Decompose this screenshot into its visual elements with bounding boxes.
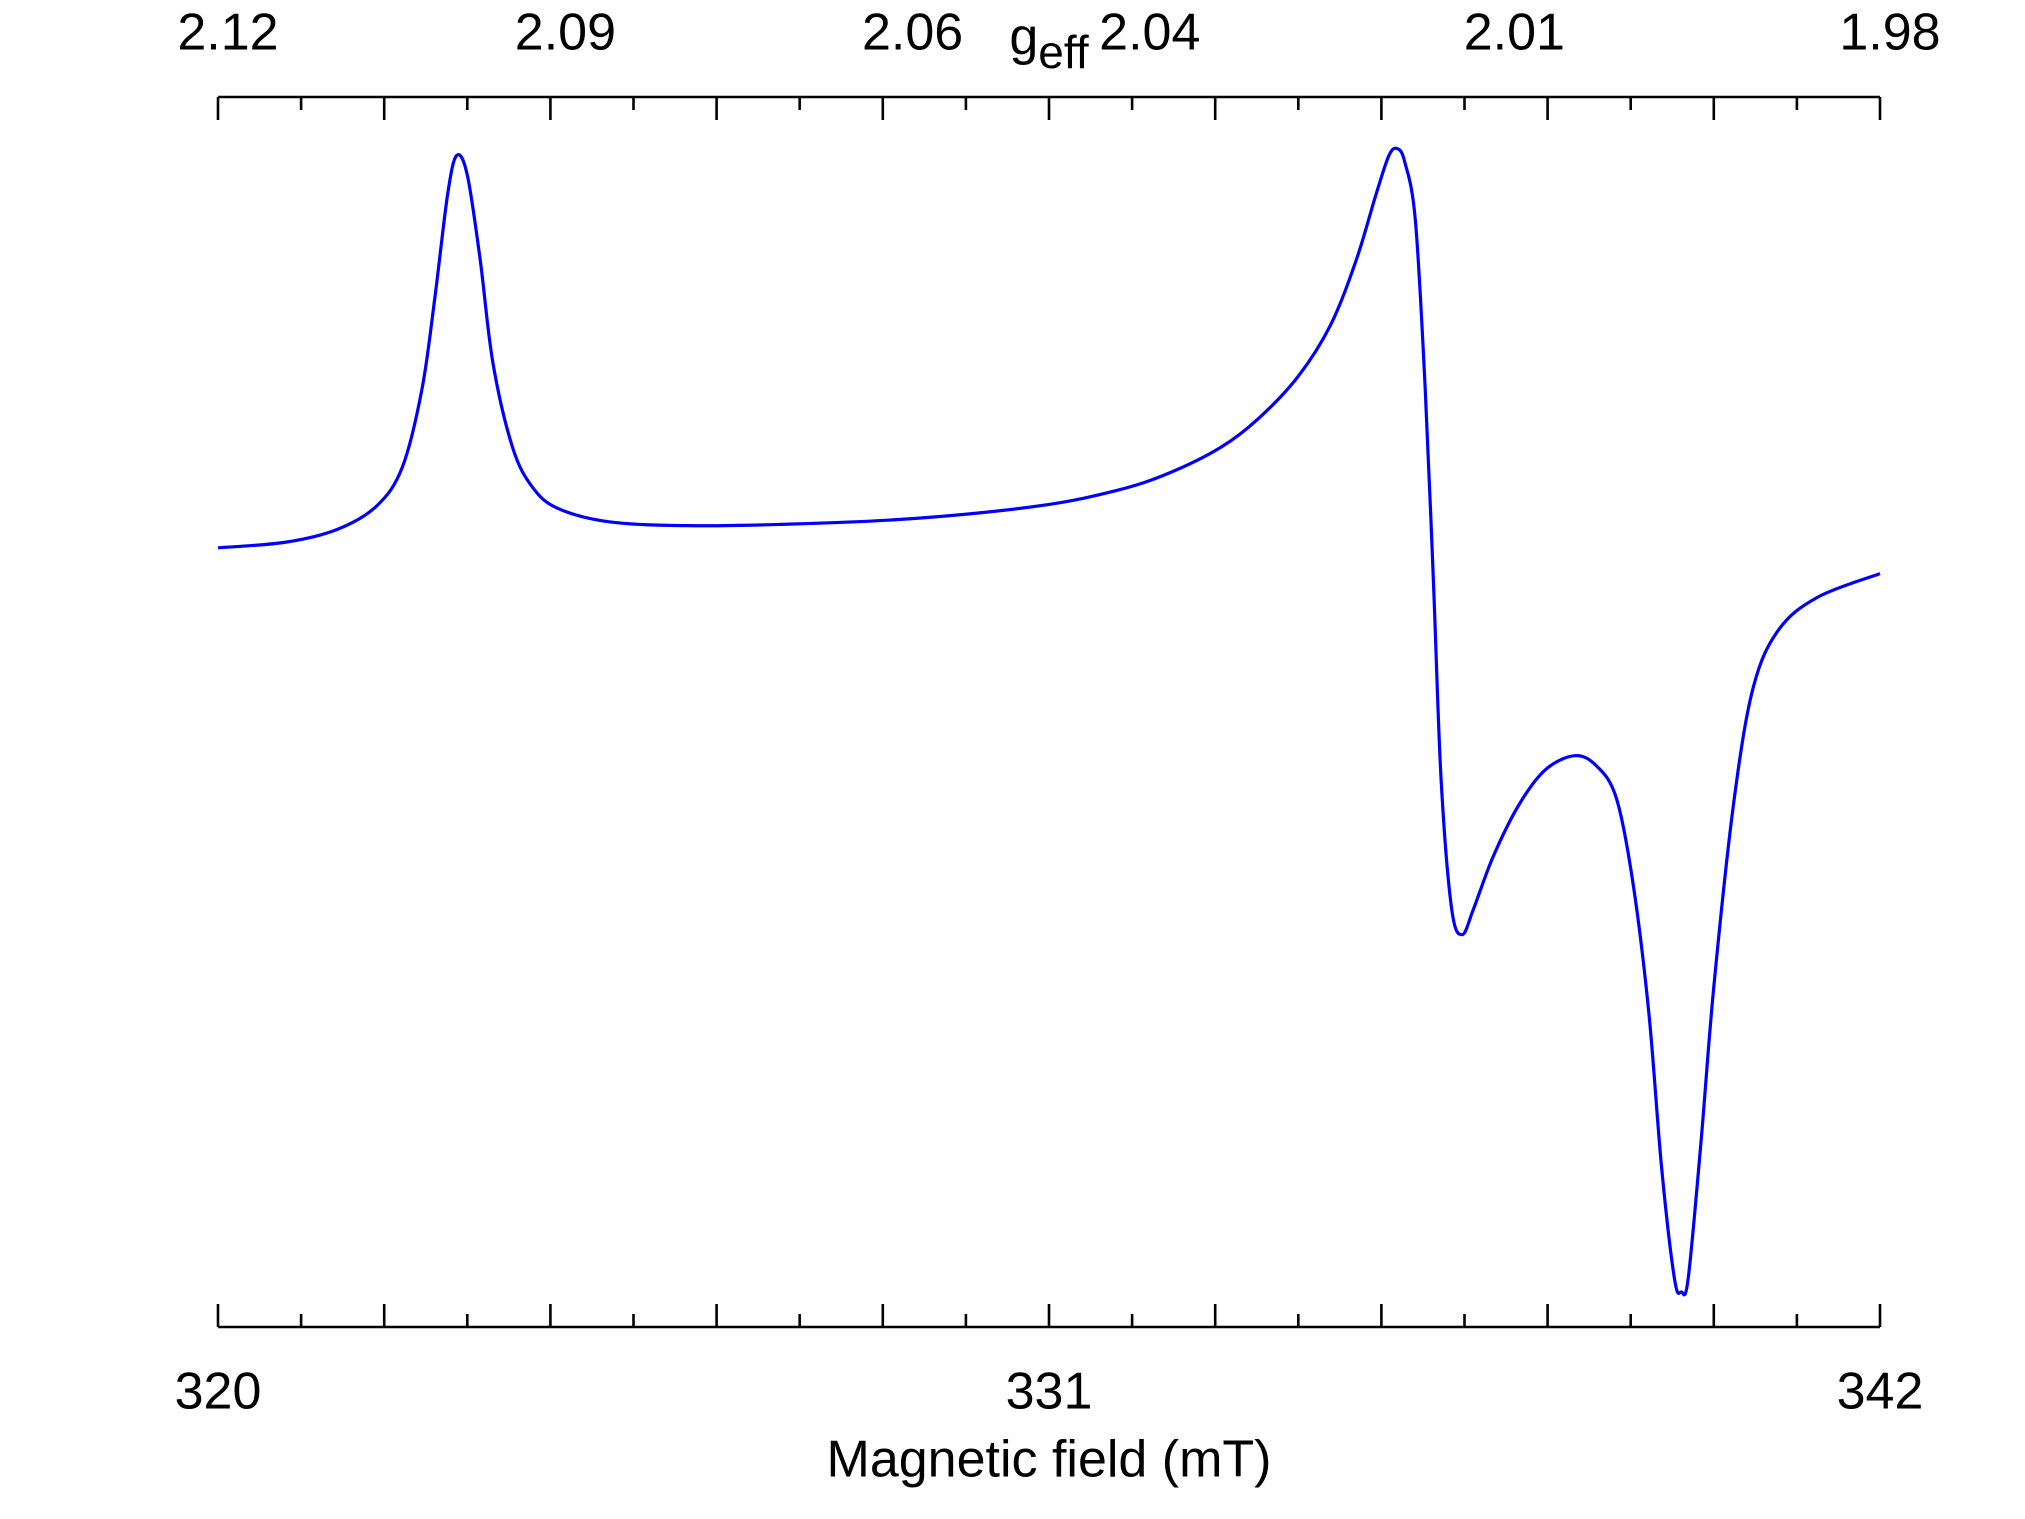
spectrum-line bbox=[217, 146, 1881, 1297]
x2-axis-label: geff bbox=[1009, 8, 1088, 78]
x2-tick-label: 1.98 bbox=[1839, 4, 1940, 62]
x2-tick-label: 2.01 bbox=[1464, 4, 1565, 62]
x2-tick-label: 2.09 bbox=[515, 4, 616, 62]
x2-tick-label: 2.12 bbox=[177, 4, 278, 62]
x-axis-label: Magnetic field (mT) bbox=[827, 1431, 1272, 1489]
x-tick-label: 331 bbox=[1006, 1363, 1093, 1421]
x-tick-label: 342 bbox=[1837, 1363, 1924, 1421]
x2-axis-label-sub: eff bbox=[1038, 26, 1089, 78]
x-tick-label: 320 bbox=[175, 1363, 262, 1421]
x2-axis-label-main: g bbox=[1009, 8, 1038, 66]
x2-tick-label: 2.04 bbox=[1099, 4, 1200, 62]
x2-tick-label: 2.06 bbox=[862, 4, 963, 62]
